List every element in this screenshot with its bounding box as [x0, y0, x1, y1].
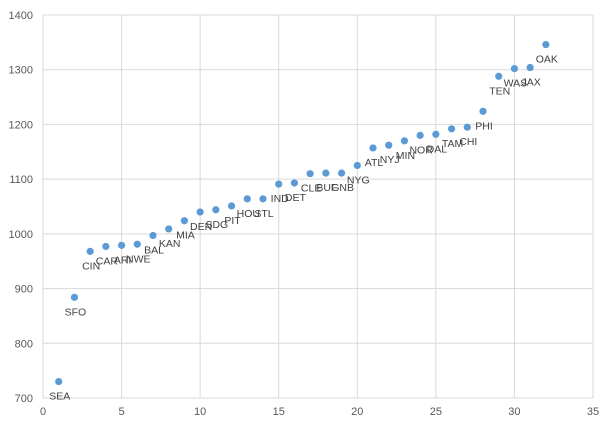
- point-label: PIT: [224, 215, 241, 227]
- data-point: [416, 131, 424, 139]
- point-label: NOR: [409, 144, 433, 156]
- data-point: [495, 72, 503, 80]
- data-point: [165, 225, 173, 233]
- y-tick-label: 1200: [9, 119, 33, 131]
- data-point: [70, 293, 79, 301]
- data-point: [369, 144, 377, 152]
- plot-area: [42, 14, 594, 399]
- point-label: IND: [271, 193, 290, 205]
- point-label: MIA: [176, 230, 195, 242]
- point-label: DAL: [427, 143, 448, 155]
- y-tick-label: 1300: [9, 65, 33, 77]
- data-point: [322, 169, 330, 177]
- data-point: [243, 195, 251, 203]
- data-point: [385, 141, 393, 149]
- data-point: [180, 217, 189, 225]
- data-point: [133, 240, 141, 248]
- data-point: [463, 123, 471, 131]
- x-tick-label: 10: [194, 406, 206, 418]
- point-label: NYJ: [380, 154, 400, 166]
- point-label: WAS: [504, 78, 528, 90]
- x-tick-label: 30: [508, 406, 520, 418]
- point-label: ATL: [365, 157, 384, 169]
- x-tick-label: 0: [40, 406, 46, 418]
- point-label: TEN: [489, 85, 510, 97]
- y-tick-label: 1400: [9, 10, 33, 22]
- data-point: [290, 179, 299, 187]
- x-tick-label: 15: [273, 406, 285, 418]
- data-point: [86, 247, 94, 255]
- data-point: [432, 130, 440, 138]
- point-label: OAK: [536, 54, 558, 66]
- x-tick-label: 20: [351, 406, 363, 418]
- point-label: CHI: [459, 136, 477, 148]
- data-point: [117, 241, 126, 249]
- data-point: [259, 195, 267, 203]
- x-tick-label: 25: [430, 406, 442, 418]
- data-point: [447, 125, 456, 133]
- point-label: DET: [285, 192, 307, 204]
- point-label: SFO: [65, 306, 87, 318]
- point-label: CAR: [96, 255, 119, 267]
- point-label: MIN: [396, 150, 415, 162]
- x-tick-label: 5: [119, 406, 125, 418]
- data-point: [510, 65, 519, 73]
- point-label: ARI: [114, 254, 132, 266]
- point-label: BUF: [316, 182, 337, 194]
- data-point: [55, 377, 63, 386]
- data-point: [275, 180, 283, 188]
- point-label: BAL: [144, 244, 164, 256]
- point-label: GNB: [331, 182, 354, 194]
- point-label: TAM: [442, 138, 463, 150]
- data-point: [353, 161, 361, 170]
- data-point: [212, 206, 220, 214]
- data-point: [479, 107, 487, 115]
- data-point: [337, 169, 346, 177]
- point-label: KAN: [159, 238, 181, 250]
- point-label: CLE: [301, 183, 321, 195]
- point-label: PHI: [475, 120, 493, 132]
- point-label: STL: [254, 208, 273, 220]
- data-point: [196, 208, 204, 216]
- point-label: NYG: [347, 174, 370, 186]
- y-tick-label: 1100: [9, 174, 33, 186]
- point-label: SEA: [49, 391, 70, 403]
- data-point: [526, 63, 534, 72]
- point-label: JAX: [522, 77, 541, 89]
- point-label: NWE: [126, 253, 151, 265]
- data-point: [400, 137, 409, 145]
- data-point: [227, 202, 236, 210]
- x-tick-label: 35: [587, 406, 599, 418]
- data-point: [306, 170, 314, 178]
- y-tick-label: 900: [15, 284, 33, 296]
- point-label: CIN: [82, 260, 100, 272]
- y-tick-label: 1000: [9, 229, 33, 241]
- point-label: DEN: [190, 221, 212, 233]
- y-tick-label: 700: [15, 393, 33, 405]
- point-label: SDG: [205, 219, 228, 231]
- point-label: HOU: [237, 208, 260, 220]
- y-tick-label: 800: [15, 338, 33, 350]
- data-point: [102, 242, 110, 251]
- data-point: [542, 40, 550, 49]
- data-point: [149, 231, 157, 240]
